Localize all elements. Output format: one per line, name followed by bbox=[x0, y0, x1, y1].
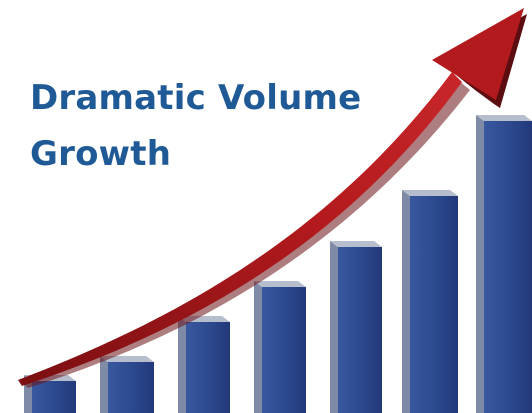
bar-side-face bbox=[330, 241, 338, 413]
bar-top-face bbox=[476, 115, 532, 121]
bar-top-face bbox=[254, 281, 306, 287]
headline-title: Dramatic Volume Growth bbox=[30, 70, 390, 182]
bar-5 bbox=[330, 241, 382, 413]
bar-front-face bbox=[338, 247, 382, 413]
bar-side-face bbox=[254, 281, 262, 413]
bar-top-face bbox=[100, 356, 154, 362]
bar-6 bbox=[402, 190, 458, 413]
bar-side-face bbox=[402, 190, 410, 413]
bar-top-face bbox=[402, 190, 458, 196]
arrow-head bbox=[432, 8, 524, 100]
bar-side-face bbox=[100, 356, 108, 413]
bar-4 bbox=[254, 281, 306, 413]
bar-2 bbox=[100, 356, 154, 413]
bar-side-face bbox=[178, 316, 186, 413]
bar-top-face bbox=[330, 241, 382, 247]
bar-front-face bbox=[32, 381, 76, 413]
bar-front-face bbox=[410, 196, 458, 413]
bar-front-face bbox=[262, 287, 306, 413]
bar-front-face bbox=[186, 322, 230, 413]
headline-line-1: Dramatic Volume bbox=[30, 78, 362, 118]
rising-arrow-icon bbox=[18, 8, 527, 388]
bar-group bbox=[24, 115, 532, 413]
bar-3 bbox=[178, 316, 230, 413]
bar-front-face bbox=[108, 362, 154, 413]
bar-7 bbox=[476, 115, 532, 413]
headline-line-2: Growth bbox=[30, 134, 172, 174]
bar-front-face bbox=[484, 121, 532, 413]
bar-side-face bbox=[476, 115, 484, 413]
